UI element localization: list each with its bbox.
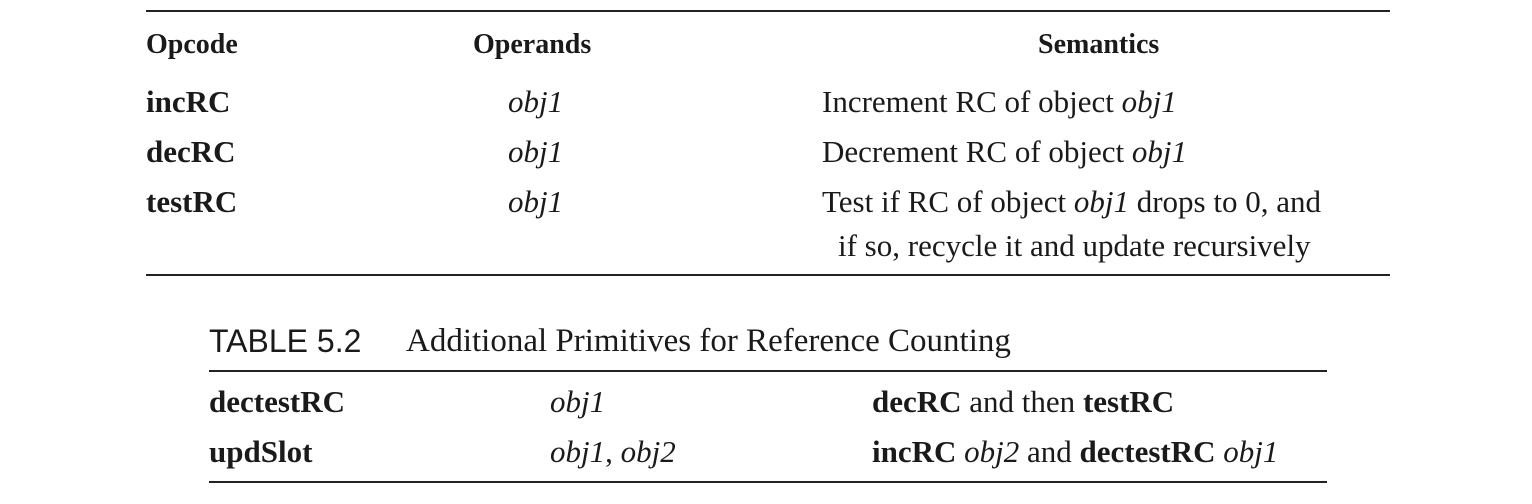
header-semantics: Semantics [1038,29,1160,60]
semantics-op: testRC [1082,384,1175,419]
semantics-decRC: Decrement RC of object obj1 [822,136,1187,167]
semantics-text: Decrement RC of object [822,134,1132,169]
header-opcode: Opcode [146,29,238,60]
semantics-text-tail: drops to 0, and [1128,184,1321,219]
opcode-updSlot: updSlot [209,434,313,469]
operand-testRC: obj1 [508,184,564,219]
table2-top-rule [209,370,1327,372]
semantics-op: dectestRC [1079,434,1216,469]
semantics-incRC: Increment RC of object obj1 [822,86,1177,117]
table1-bottom-rule [146,274,1390,276]
semantics-object: obj1 [1223,434,1279,469]
opcode-incRC: incRC [146,84,231,119]
operand-decRC: obj1 [508,134,564,169]
semantics-text: and then [961,384,1083,419]
opcode-testRC: testRC [146,184,238,219]
opcode-decRC: decRC [146,134,236,169]
operand-separator: , [605,434,621,469]
table1-top-rule [146,10,1390,12]
semantics-dectestRC: decRC and then testRC [872,386,1174,417]
semantics-op: decRC [872,384,962,419]
header-operands: Operands [473,29,592,60]
table-caption-title: Additional Primitives for Reference Coun… [406,323,1011,359]
semantics-object: obj2 [964,434,1020,469]
table-caption-label: TABLE 5.2 [209,323,362,359]
semantics-text: Test if RC of object [822,184,1074,219]
operand-updSlot: obj1, obj2 [550,436,676,467]
semantics-text: and [1019,434,1080,469]
semantics-object: obj1 [1131,134,1188,169]
semantics-op: incRC [872,434,957,469]
semantics-text: Increment RC of object [822,84,1122,119]
operand-incRC: obj1 [508,84,564,119]
semantics-object: obj1 [1121,84,1177,119]
opcode-dectestRC: dectestRC [209,384,346,419]
semantics-testRC-line2: if so, recycle it and update recursively [838,228,1311,263]
table2-bottom-rule [209,481,1327,483]
operand-a: obj1 [550,434,606,469]
semantics-space [956,434,964,469]
semantics-testRC-line1: Test if RC of object obj1 drops to 0, an… [822,186,1321,217]
semantics-updSlot: incRC obj2 and dectestRC obj1 [872,436,1278,467]
operand-dectestRC: obj1 [550,384,606,419]
semantics-object: obj1 [1073,184,1129,219]
operand-b: obj2 [620,434,676,469]
